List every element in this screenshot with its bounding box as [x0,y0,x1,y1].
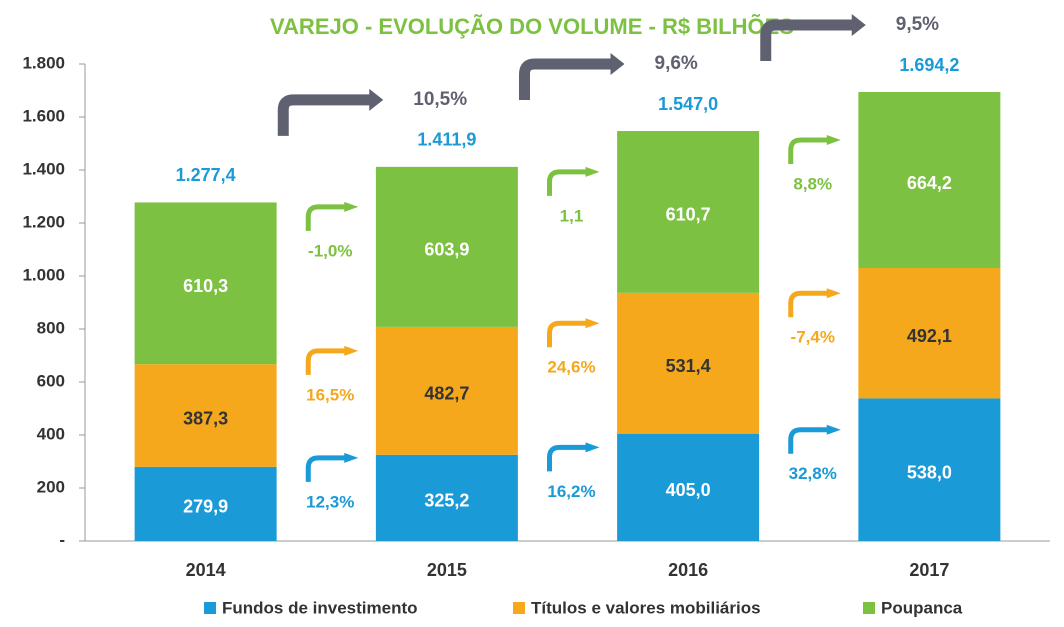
bar-segment [858,398,1001,541]
total-growth-label: 9,6% [655,53,698,74]
legend-label: Poupanca [881,598,963,617]
y-tick-label: 1.400 [22,159,65,178]
bar-segment [375,454,518,541]
bar-segment [617,433,760,541]
growth-arrow [547,444,588,472]
x-tick-label: 2015 [427,560,467,580]
bar-segment [134,202,277,365]
total-label: 1.277,4 [176,165,236,185]
growth-arrow [305,455,347,482]
x-tick-label: 2016 [668,560,708,580]
total-growth-arrow [277,94,372,136]
value-label: 610,3 [183,276,228,296]
x-tick-label: 2017 [909,560,949,580]
growth-label: 16,2% [547,482,595,501]
total-growth-arrow [519,58,613,101]
growth-arrow-head [585,166,600,177]
y-tick-label: 600 [37,371,65,390]
growth-label: -1,0% [308,241,352,260]
value-label: 482,7 [424,384,469,404]
y-tick-label: 1.200 [22,212,65,231]
growth-arrow-head [826,424,841,435]
growth-arrow [305,204,347,231]
bar-segment [375,326,518,455]
legend-swatch [204,602,216,614]
bar-segment [375,166,518,327]
bar-segment [617,131,760,293]
total-label: 1.694,2 [899,55,959,75]
total-label: 1.411,9 [417,130,476,150]
growth-arrow [305,348,347,375]
growth-arrow [788,427,829,454]
total-growth-label: 10,5% [413,89,467,110]
legend-swatch [863,602,875,614]
value-label: 538,0 [907,462,952,482]
growth-arrow [788,137,829,165]
value-label: 603,9 [424,240,469,260]
value-label: 531,4 [666,356,711,376]
value-label: 279,9 [183,497,228,517]
bar-segment [134,466,277,541]
growth-arrow [547,320,588,348]
growth-arrow-head [585,318,600,329]
growth-label: 1,1 [560,206,584,225]
chart-title: VAREJO - EVOLUÇÃO DO VOLUME - R$ BILHÕES [270,14,794,39]
growth-arrow-head [344,345,359,356]
y-tick-label: 1.800 [22,53,65,72]
value-label: 405,0 [666,480,711,500]
growth-label: -7,4% [791,328,835,347]
value-label: 664,2 [907,173,952,193]
bar-segment [134,364,277,467]
growth-arrow-head [826,288,841,299]
bar-segment [858,92,1001,269]
total-growth-arrow-head [610,53,625,76]
growth-arrow-head [344,452,359,463]
bar-segment [858,268,1001,399]
value-label: 492,1 [907,326,952,346]
growth-label: 8,8% [793,175,832,194]
bar-segment [617,292,760,434]
y-tick-label: 200 [37,477,65,496]
y-tick-label: 400 [37,424,65,443]
total-growth-arrow-head [851,14,866,37]
total-growth-label: 9,5% [896,14,939,35]
growth-label: 16,5% [306,385,354,404]
y-tick-label: 1.000 [22,265,65,284]
legend-label: Fundos de investimento [222,598,418,617]
legend-swatch [513,602,525,614]
value-label: 325,2 [424,491,469,511]
growth-arrow [547,169,588,196]
value-label: 610,7 [666,205,711,225]
growth-arrow [788,290,829,318]
value-label: 387,3 [183,408,228,428]
growth-label: 12,3% [306,492,354,511]
total-growth-arrow [760,19,854,62]
x-tick-label: 2014 [186,560,226,580]
y-tick-label: 1.600 [22,106,65,125]
y-tick-label: 800 [37,318,65,337]
growth-arrow-head [344,201,359,212]
growth-arrow-head [585,442,600,453]
growth-label: 32,8% [789,464,837,483]
growth-arrow-head [826,135,841,146]
total-label: 1.547,0 [658,94,718,114]
growth-label: 24,6% [547,358,595,377]
y-tick-label: - [59,530,65,549]
legend-label: Títulos e valores mobiliários [531,598,761,617]
total-growth-arrow-head [369,88,384,111]
